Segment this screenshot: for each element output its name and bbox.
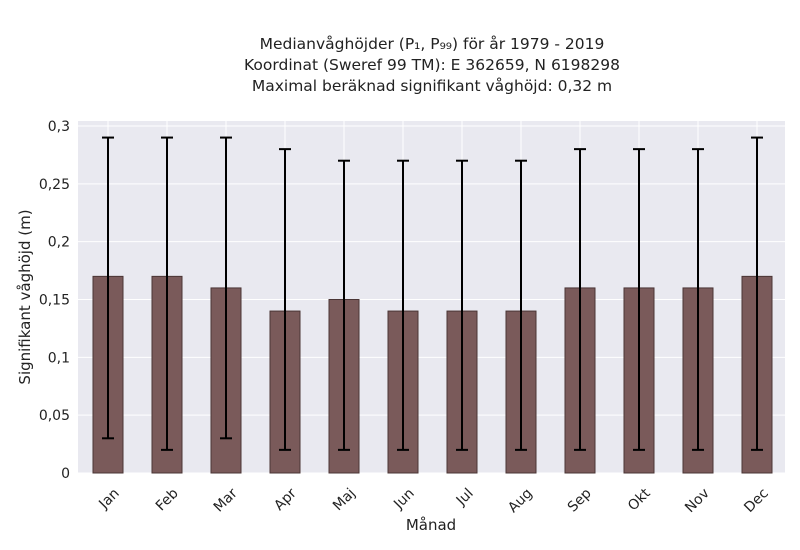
plot-area bbox=[78, 121, 785, 473]
chart-title-line-3: Maximal beräknad signifikant våghöjd: 0,… bbox=[251, 77, 613, 95]
x-axis-title: Månad bbox=[406, 516, 456, 534]
x-axis-ticks: Jan Feb Mar Apr Maj Jun Jul Aug Sep Okt Nov Dec bbox=[95, 485, 771, 516]
y-tick-label: 0,05 bbox=[39, 408, 70, 424]
error-bars bbox=[102, 136, 763, 451]
x-tick-label: Mar bbox=[211, 485, 241, 515]
y-tick-label: 0,1 bbox=[48, 350, 70, 366]
y-tick-label: 0,3 bbox=[48, 119, 70, 135]
y-axis-ticks: 0 0,05 0,1 0,15 0,2 0,25 0,3 bbox=[39, 119, 70, 482]
x-tick-label: Jul bbox=[453, 485, 477, 509]
x-tick-label: Okt bbox=[625, 485, 654, 514]
y-tick-label: 0,15 bbox=[39, 293, 70, 309]
x-tick-label: Aug bbox=[505, 485, 536, 516]
y-axis-title: Signifikant våghöjd (m) bbox=[16, 209, 34, 384]
chart-title-line-1: Medianvåghöjder (P₁, P₉₉) för år 1979 - … bbox=[259, 35, 605, 53]
x-tick-label: Apr bbox=[271, 485, 300, 514]
y-tick-label: 0,2 bbox=[48, 235, 70, 251]
x-tick-label: Nov bbox=[682, 485, 713, 516]
y-tick-label: 0 bbox=[61, 466, 70, 482]
chart-title: Medianvåghöjder (P₁, P₉₉) för år 1979 - … bbox=[0, 34, 800, 97]
x-tick-label: Jun bbox=[390, 485, 417, 512]
x-tick-label: Dec bbox=[741, 485, 771, 515]
y-tick-label: 0,25 bbox=[39, 177, 70, 193]
x-tick-label: Sep bbox=[565, 485, 595, 515]
x-tick-label: Maj bbox=[330, 485, 359, 514]
x-tick-label: Jan bbox=[95, 485, 122, 512]
x-tick-label: Feb bbox=[153, 485, 182, 514]
chart-title-line-2: Koordinat (Sweref 99 TM): E 362659, N 61… bbox=[244, 56, 620, 74]
